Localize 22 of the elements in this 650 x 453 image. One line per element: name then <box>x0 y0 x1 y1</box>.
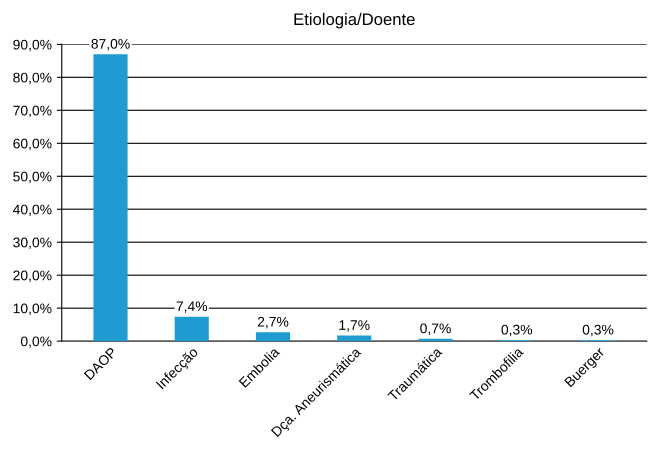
bar <box>174 316 209 342</box>
bar <box>93 54 128 342</box>
y-tick-label: 50,0% <box>13 172 52 184</box>
y-tick-label: 90,0% <box>13 40 52 52</box>
y-tick-label: 0,0% <box>20 336 52 348</box>
y-tick-label: 40,0% <box>12 204 52 216</box>
data-label: 2,7% <box>258 316 288 328</box>
y-tick-label: 20,0% <box>13 270 52 282</box>
y-tick-label: 70,0% <box>13 106 52 118</box>
bar <box>337 336 372 342</box>
y-tick-label: 80,0% <box>13 72 52 84</box>
data-label: 0,3% <box>582 324 614 336</box>
data-label: 87,0% <box>91 38 130 50</box>
data-label: 1,7% <box>339 320 370 332</box>
y-tick-label: 60,0% <box>13 138 52 150</box>
y-tick-label: 10,0% <box>14 303 52 315</box>
chart-title: Etiologia/Doente <box>294 12 415 28</box>
data-label: 7,4% <box>176 301 208 313</box>
bar <box>256 332 290 342</box>
y-tick-label: 30,0% <box>13 238 52 250</box>
data-label: 0,7% <box>420 323 451 335</box>
data-label: 0,3% <box>501 324 532 336</box>
